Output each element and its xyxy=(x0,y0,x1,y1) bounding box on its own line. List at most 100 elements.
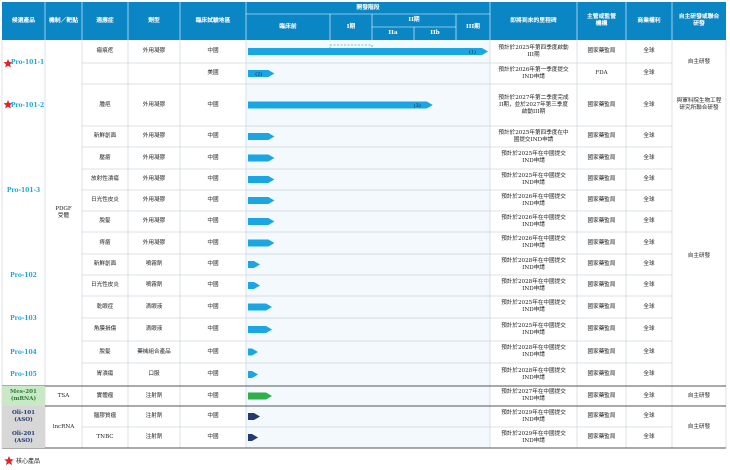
row-17-milestone: 預計於2029年在中國提交IND申請 xyxy=(501,409,566,423)
row-17-region: 中國 xyxy=(207,413,219,419)
product-oli-201-name: Oli-201 xyxy=(11,430,36,437)
row-9-milestone: 預計於2026年在中國提交IND申請 xyxy=(501,236,566,249)
row-16-progress-bar xyxy=(248,392,272,400)
row-18-progress-bar xyxy=(248,434,258,441)
row-2-milestone: 預計於2026年第一季度提交IND申請 xyxy=(498,66,569,80)
header-phase2: II期 xyxy=(408,17,420,23)
product-pro-101-1[interactable]: Pro-101-1 xyxy=(10,58,45,66)
row-9-progress-bar xyxy=(248,239,275,247)
row-6-milestone: 預計於2025年在中國提交IND申請 xyxy=(501,172,566,186)
row-12-progress-bar xyxy=(248,303,272,311)
row-13-indication: 角膜損傷 xyxy=(93,326,117,332)
row-6-rights: 全球 xyxy=(643,176,655,182)
row-1-indication: 瘢痕疙 xyxy=(96,48,114,54)
row-14-indication: 脫髮 xyxy=(99,348,111,355)
product-mes-201[interactable]: Mes-201 (mRNA) xyxy=(2,386,45,406)
row-11-indication: 日光性皮炎 xyxy=(91,282,119,288)
row-3-regulator: 國家藥監局 xyxy=(587,101,616,108)
row-1-progress-bar: (1) xyxy=(248,48,488,56)
product-oli-101[interactable]: Oli-101 (ASO) xyxy=(2,406,45,427)
product-pro-104[interactable]: Pro-104 xyxy=(10,348,37,356)
oli201-cell-bg xyxy=(2,427,45,448)
row-1-regulator: 國家藥監局 xyxy=(587,48,616,54)
product-pro-103[interactable]: Pro-103 xyxy=(10,315,37,322)
row-2-indication xyxy=(82,63,128,84)
row-2-progress-bar: (2) xyxy=(248,70,275,78)
row-11-region: 中國 xyxy=(207,282,219,288)
row-16-region: 中國 xyxy=(207,392,219,399)
row-9-regulator: 國家藥監局 xyxy=(587,239,616,246)
row-18-region: 中國 xyxy=(207,434,219,440)
row-10-progress-bar xyxy=(248,261,260,268)
row-13-rights: 全球 xyxy=(643,326,655,332)
row-5-regulator: 國家藥監局 xyxy=(587,154,616,161)
row-18-rights: 全球 xyxy=(643,434,655,440)
row-14-rights: 全球 xyxy=(643,348,655,355)
row-17-progress-bar xyxy=(248,413,260,420)
row-15-milestone: 預計於2028年在中國提交IND申請 xyxy=(501,367,566,381)
core-star-icon-2 xyxy=(3,100,13,109)
row-8-milestone: 預計於2026年在中國提交IND申請 xyxy=(501,214,566,228)
row-18-regulator: 國家藥監局 xyxy=(587,434,616,440)
row-10-indication: 新鮮創面 xyxy=(93,261,117,267)
dev-self-2: 自主研發 xyxy=(687,252,711,259)
row-2-region: 美國 xyxy=(207,70,219,76)
row-12-milestone: 預計於2025年在中國提交IND申請 xyxy=(501,300,566,313)
row-12-rights: 全球 xyxy=(643,303,655,310)
row-7-dosage: 外用凝膠 xyxy=(142,197,166,203)
row-4-rights: 全球 xyxy=(643,133,655,139)
mes201-cell-bg xyxy=(2,386,45,406)
row-10-regulator: 國家藥監局 xyxy=(587,261,616,267)
row-10-dosage: 噴霧劑 xyxy=(145,261,163,267)
header-regulator: 主管或監管機構 xyxy=(587,14,616,27)
legend-label: 核心產品 xyxy=(16,457,41,465)
row-5-progress-bar xyxy=(248,154,275,162)
header-stage: 開發階段 xyxy=(356,4,380,11)
mechanism-pdgf-line1: PDGF xyxy=(55,206,72,212)
row-3-indication: 腫疤 xyxy=(99,101,111,108)
header-milestone: 即將到來的里程碑 xyxy=(510,17,557,24)
row-16-regulator: 國家藥監局 xyxy=(587,392,616,399)
row-6-indication: 放射性潰瘍 xyxy=(91,176,119,182)
row-4-milestone: 預計於2025年第四季度在中國提交IND申請 xyxy=(498,129,569,143)
row-9-rights: 全球 xyxy=(643,239,655,246)
row-14-progress-bar xyxy=(248,348,258,356)
row-3-bar-label: (3) xyxy=(414,102,421,109)
row-15-rights: 全球 xyxy=(643,371,655,377)
product-oli-201[interactable]: Oli-201 (ASO) xyxy=(2,427,45,448)
product-pro-105[interactable]: Pro-105 xyxy=(10,371,37,378)
product-pro-101-2[interactable]: Pro-101-2 xyxy=(10,101,45,109)
row-16-milestone: 預計於2027年在中國提交IND申請 xyxy=(501,389,566,402)
row-15-progress-bar xyxy=(248,371,258,378)
row-17-regulator: 國家藥監局 xyxy=(587,413,616,419)
row-1-rights: 全球 xyxy=(643,48,655,54)
product-mes-201-type: (mRNA) xyxy=(10,396,37,402)
header-candidate: 候選產品 xyxy=(11,17,36,24)
row-8-indication: 脫髮 xyxy=(99,218,111,224)
header-phase2a: IIa xyxy=(388,30,398,36)
product-pro-101-3[interactable]: Pro-101-3 xyxy=(6,186,41,194)
row-8-progress-bar xyxy=(248,218,275,225)
row-7-milestone: 預計於2026年在中國提交IND申請 xyxy=(501,193,566,207)
row-2-dosage xyxy=(128,63,180,84)
row-6-regulator: 國家藥監局 xyxy=(587,176,616,182)
dev-self-3: 自主研發 xyxy=(687,392,711,399)
product-pro-102[interactable]: Pro-102 xyxy=(10,271,37,279)
row-13-milestone: 預計於2025年在中國提交IND申請 xyxy=(501,322,566,336)
product-oli-101-type: (ASO) xyxy=(14,416,33,423)
row-12-indication: 乾眼症 xyxy=(96,303,114,310)
row-2-regulator: FDA xyxy=(595,70,608,76)
row-1-bar-label: (1) xyxy=(469,49,476,56)
row-1-dosage: 外用凝膠 xyxy=(142,48,166,54)
product-mes-201-name: Mes-201 xyxy=(10,389,37,395)
row-15-region: 中國 xyxy=(207,371,219,377)
row-10-region: 中國 xyxy=(207,261,219,267)
row-14-dosage: 藥械組合產品 xyxy=(137,348,171,355)
row-4-dosage: 外用凝膠 xyxy=(142,133,166,139)
row-7-regulator: 國家藥監局 xyxy=(587,197,616,203)
header-phase3: III期 xyxy=(466,23,480,30)
row-6-progress-bar xyxy=(248,176,275,183)
row-8-regulator: 國家藥監局 xyxy=(587,218,616,224)
row-17-rights: 全球 xyxy=(643,413,655,419)
